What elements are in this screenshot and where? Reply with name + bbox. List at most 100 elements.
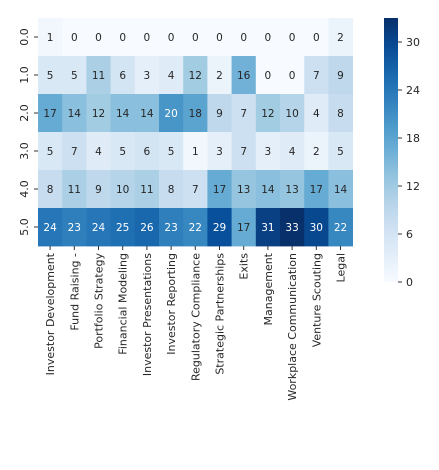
x-tick-label: Management xyxy=(262,252,275,325)
heatmap-cell xyxy=(304,56,329,95)
cell-value-label: 4 xyxy=(289,146,296,158)
y-tick-label: 2.0 xyxy=(18,104,31,122)
x-tick-label: Exits xyxy=(238,253,251,280)
heatmap-cell xyxy=(328,94,353,133)
cell-value-label: 22 xyxy=(189,222,202,234)
heatmap-cell xyxy=(280,18,305,57)
y-tick-label: 3.0 xyxy=(18,142,31,160)
y-tick-label: 4.0 xyxy=(18,180,31,198)
cell-value-label: 0 xyxy=(119,32,126,44)
cell-value-label: 0 xyxy=(95,32,102,44)
x-tick-label: Portfolio Strategy xyxy=(93,253,106,349)
colorbar-tick-label: 12 xyxy=(406,180,420,193)
cell-value-label: 3 xyxy=(216,146,223,158)
heatmap-cell xyxy=(62,56,87,95)
heatmap-cell xyxy=(328,208,353,247)
heatmap-cell xyxy=(134,132,160,171)
cell-value-label: 3 xyxy=(144,70,151,82)
cell-value-label: 3 xyxy=(265,146,272,158)
heatmap-cell xyxy=(231,208,257,247)
cell-value-label: 2 xyxy=(216,70,223,82)
heatmap-cell xyxy=(86,208,111,247)
heatmap-cell xyxy=(231,18,257,57)
heatmap-cell xyxy=(134,94,160,133)
heatmap-cell xyxy=(38,170,63,209)
cell-value-label: 12 xyxy=(189,70,202,82)
x-tick-label: Investor Development xyxy=(44,252,57,375)
heatmap-cell xyxy=(62,208,87,247)
x-tick-label: Investor Presentations xyxy=(141,253,154,376)
cell-value-label: 14 xyxy=(116,108,130,120)
cell-value-label: 5 xyxy=(337,146,344,158)
cell-value-label: 23 xyxy=(164,222,177,234)
heatmap-cell xyxy=(110,18,136,57)
heatmap-cell xyxy=(280,56,305,95)
cell-value-label: 4 xyxy=(95,146,102,158)
colorbar-tick-label: 18 xyxy=(406,132,420,145)
cell-value-label: 9 xyxy=(216,108,223,120)
heatmap-cell xyxy=(255,170,281,209)
cell-value-label: 8 xyxy=(47,184,54,196)
cell-value-label: 33 xyxy=(285,222,298,234)
cell-value-label: 17 xyxy=(43,108,56,120)
cell-value-label: 26 xyxy=(140,222,154,234)
cell-value-label: 9 xyxy=(337,70,344,82)
heatmap-cell xyxy=(62,170,87,209)
heatmap-cell xyxy=(62,132,87,171)
cell-value-label: 17 xyxy=(237,222,250,234)
heatmap-cell xyxy=(328,56,353,95)
heatmap-cell xyxy=(110,170,136,209)
cell-value-label: 22 xyxy=(334,222,347,234)
heatmap-cell xyxy=(110,56,136,95)
cell-value-label: 0 xyxy=(265,70,272,82)
heatmap-cell xyxy=(38,132,63,171)
heatmap-cell xyxy=(207,18,232,57)
heatmap-cell xyxy=(304,208,329,247)
heatmap-cell xyxy=(207,94,232,133)
cell-value-label: 31 xyxy=(261,222,274,234)
heatmap-cell xyxy=(255,208,281,247)
cell-value-label: 0 xyxy=(265,32,272,44)
cell-value-label: 5 xyxy=(47,70,54,82)
cell-value-label: 14 xyxy=(68,108,82,120)
heatmap-cell xyxy=(110,208,136,247)
heatmap-cell xyxy=(280,208,305,247)
heatmap-cell xyxy=(231,94,257,133)
cell-value-label: 7 xyxy=(240,108,247,120)
x-tick-label: Regulatory Compliance xyxy=(189,253,202,381)
heatmap-cell xyxy=(38,18,63,57)
heatmap-cell xyxy=(207,132,232,171)
x-tick-label: Strategic Partnerships xyxy=(214,253,227,375)
cell-value-label: 6 xyxy=(144,146,151,158)
heatmap-cell xyxy=(328,170,353,209)
cell-value-label: 12 xyxy=(261,108,274,120)
heatmap-cell xyxy=(183,132,208,171)
colorbar-gradient xyxy=(384,18,398,282)
cell-value-label: 13 xyxy=(237,184,250,196)
colorbar-tick-label: 24 xyxy=(406,84,420,97)
x-tick-label: Investor Reporting xyxy=(165,253,178,355)
heatmap-cell xyxy=(183,170,208,209)
heatmap-cell xyxy=(304,132,329,171)
cell-value-label: 17 xyxy=(213,184,226,196)
cell-value-label: 1 xyxy=(47,32,54,44)
heatmap-cell xyxy=(86,170,111,209)
cell-value-label: 11 xyxy=(92,70,105,82)
heatmap-cell xyxy=(255,132,281,171)
x-tick-label: Venture Scouting xyxy=(310,253,323,347)
heatmap-cell xyxy=(328,132,353,171)
heatmap-cell xyxy=(38,56,63,95)
x-tick-label: Fund Raising - xyxy=(68,253,81,331)
cell-value-label: 10 xyxy=(285,108,298,120)
cell-value-label: 16 xyxy=(237,70,251,82)
heatmap-cell xyxy=(304,94,329,133)
cell-value-label: 8 xyxy=(337,108,344,120)
cell-value-label: 4 xyxy=(168,70,175,82)
colorbar-tick-label: 0 xyxy=(406,276,413,289)
cell-value-label: 14 xyxy=(261,184,275,196)
cell-value-label: 17 xyxy=(310,184,323,196)
heatmap-cell xyxy=(110,132,136,171)
cell-value-label: 5 xyxy=(71,70,78,82)
heatmap-cell xyxy=(86,18,111,57)
